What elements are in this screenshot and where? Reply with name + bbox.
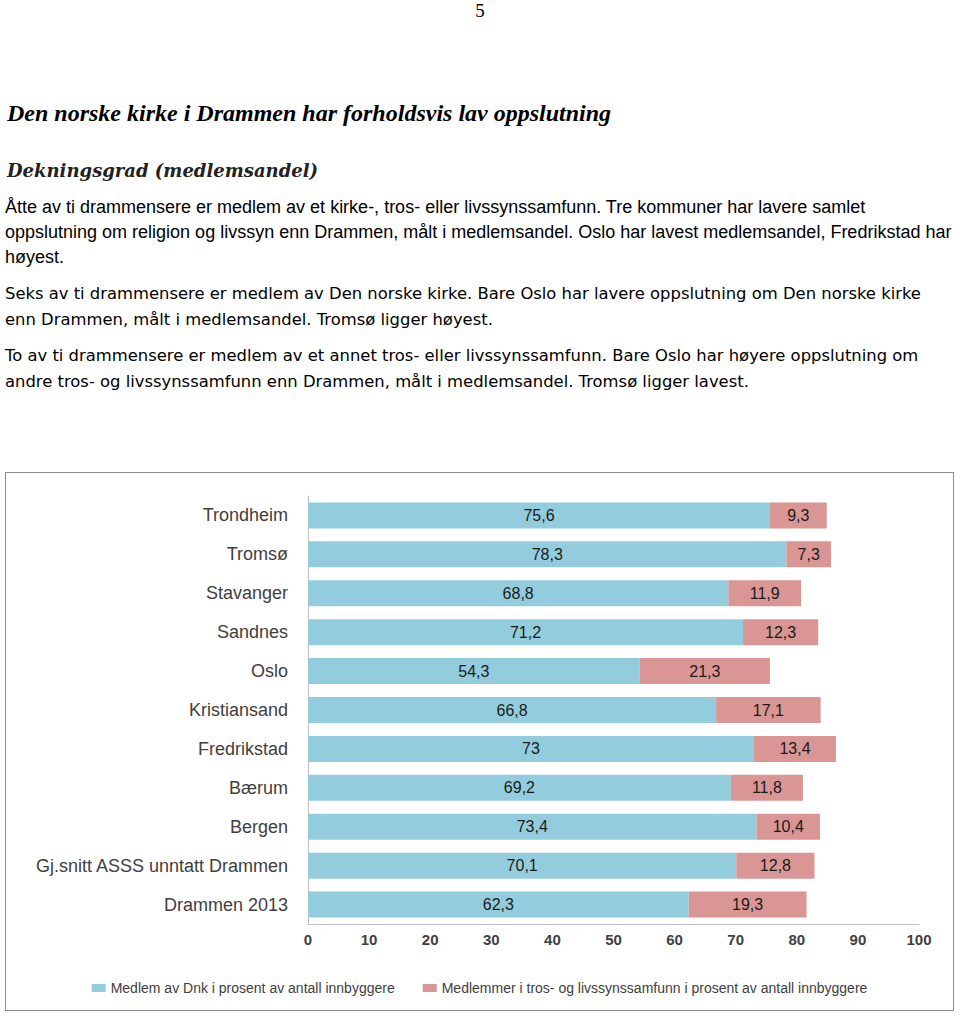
svg-text:70,1: 70,1 <box>507 857 538 874</box>
svg-text:Drammen 2013: Drammen 2013 <box>164 895 288 915</box>
svg-text:Stavanger: Stavanger <box>206 583 288 603</box>
svg-text:Medlem av Dnk i prosent av ant: Medlem av Dnk i prosent av antall innbyg… <box>111 980 395 996</box>
svg-text:7,3: 7,3 <box>798 546 820 563</box>
svg-text:Tromsø: Tromsø <box>227 544 288 564</box>
svg-text:54,3: 54,3 <box>458 663 489 680</box>
svg-text:12,8: 12,8 <box>760 857 791 874</box>
svg-text:9,3: 9,3 <box>787 507 809 524</box>
svg-text:68,8: 68,8 <box>503 585 534 602</box>
svg-text:60: 60 <box>666 931 683 948</box>
html-text:Den norske kirke i Drammen har: Den norske kirke i Drammen har forholdsv… <box>7 100 612 126</box>
svg-text:11,9: 11,9 <box>750 585 780 602</box>
svg-text:Oslo: Oslo <box>251 661 288 681</box>
svg-text:Trondheim: Trondheim <box>203 505 288 525</box>
svg-text:66,8: 66,8 <box>497 702 528 719</box>
svg-text:10,4: 10,4 <box>773 818 804 835</box>
svg-text:73: 73 <box>522 740 540 757</box>
svg-text:90: 90 <box>850 931 867 948</box>
svg-text:0: 0 <box>304 931 312 948</box>
svg-text:75,6: 75,6 <box>523 507 554 524</box>
html-text:Dekningsgrad (medlemsandel): Dekningsgrad (medlemsandel) <box>7 160 319 181</box>
svg-text:62,3: 62,3 <box>483 896 514 913</box>
svg-text:100: 100 <box>906 931 931 948</box>
svg-text:Bergen: Bergen <box>230 817 288 837</box>
svg-text:17,1: 17,1 <box>753 702 784 719</box>
svg-text:40: 40 <box>544 931 561 948</box>
svg-text:10: 10 <box>361 931 378 948</box>
html-text:5: 5 <box>475 0 485 21</box>
svg-text:11,8: 11,8 <box>752 779 782 796</box>
svg-text:71,2: 71,2 <box>510 624 541 641</box>
svg-text:73,4: 73,4 <box>517 818 548 835</box>
html-text:Åtte av ti drammensere er medl: Åtte av ti drammensere er medlem av et k… <box>5 197 952 267</box>
svg-text:Bærum: Bærum <box>229 778 288 798</box>
svg-text:78,3: 78,3 <box>532 546 563 563</box>
svg-text:Gj.snitt ASSS unntatt Drammen: Gj.snitt ASSS unntatt Drammen <box>36 856 288 876</box>
svg-text:Medlemmer i tros- og livssynss: Medlemmer i tros- og livssynssamfunn i p… <box>442 980 868 996</box>
svg-text:50: 50 <box>605 931 622 948</box>
html-text:To av ti drammensere er medlem: To av ti drammensere er medlem av et ann… <box>5 346 919 391</box>
svg-text:Fredrikstad: Fredrikstad <box>198 739 288 759</box>
svg-text:20: 20 <box>422 931 439 948</box>
svg-text:19,3: 19,3 <box>732 896 763 913</box>
svg-text:12,3: 12,3 <box>765 624 796 641</box>
svg-text:Sandnes: Sandnes <box>217 622 288 642</box>
svg-text:70: 70 <box>727 931 744 948</box>
svg-text:69,2: 69,2 <box>504 779 535 796</box>
svg-text:30: 30 <box>483 931 500 948</box>
svg-text:21,3: 21,3 <box>689 663 720 680</box>
svg-text:13,4: 13,4 <box>779 740 810 757</box>
svg-text:80: 80 <box>788 931 805 948</box>
svg-text:Kristiansand: Kristiansand <box>189 700 288 720</box>
html-text:Seks av ti drammensere er medl: Seks av ti drammensere er medlem av Den … <box>5 284 921 329</box>
